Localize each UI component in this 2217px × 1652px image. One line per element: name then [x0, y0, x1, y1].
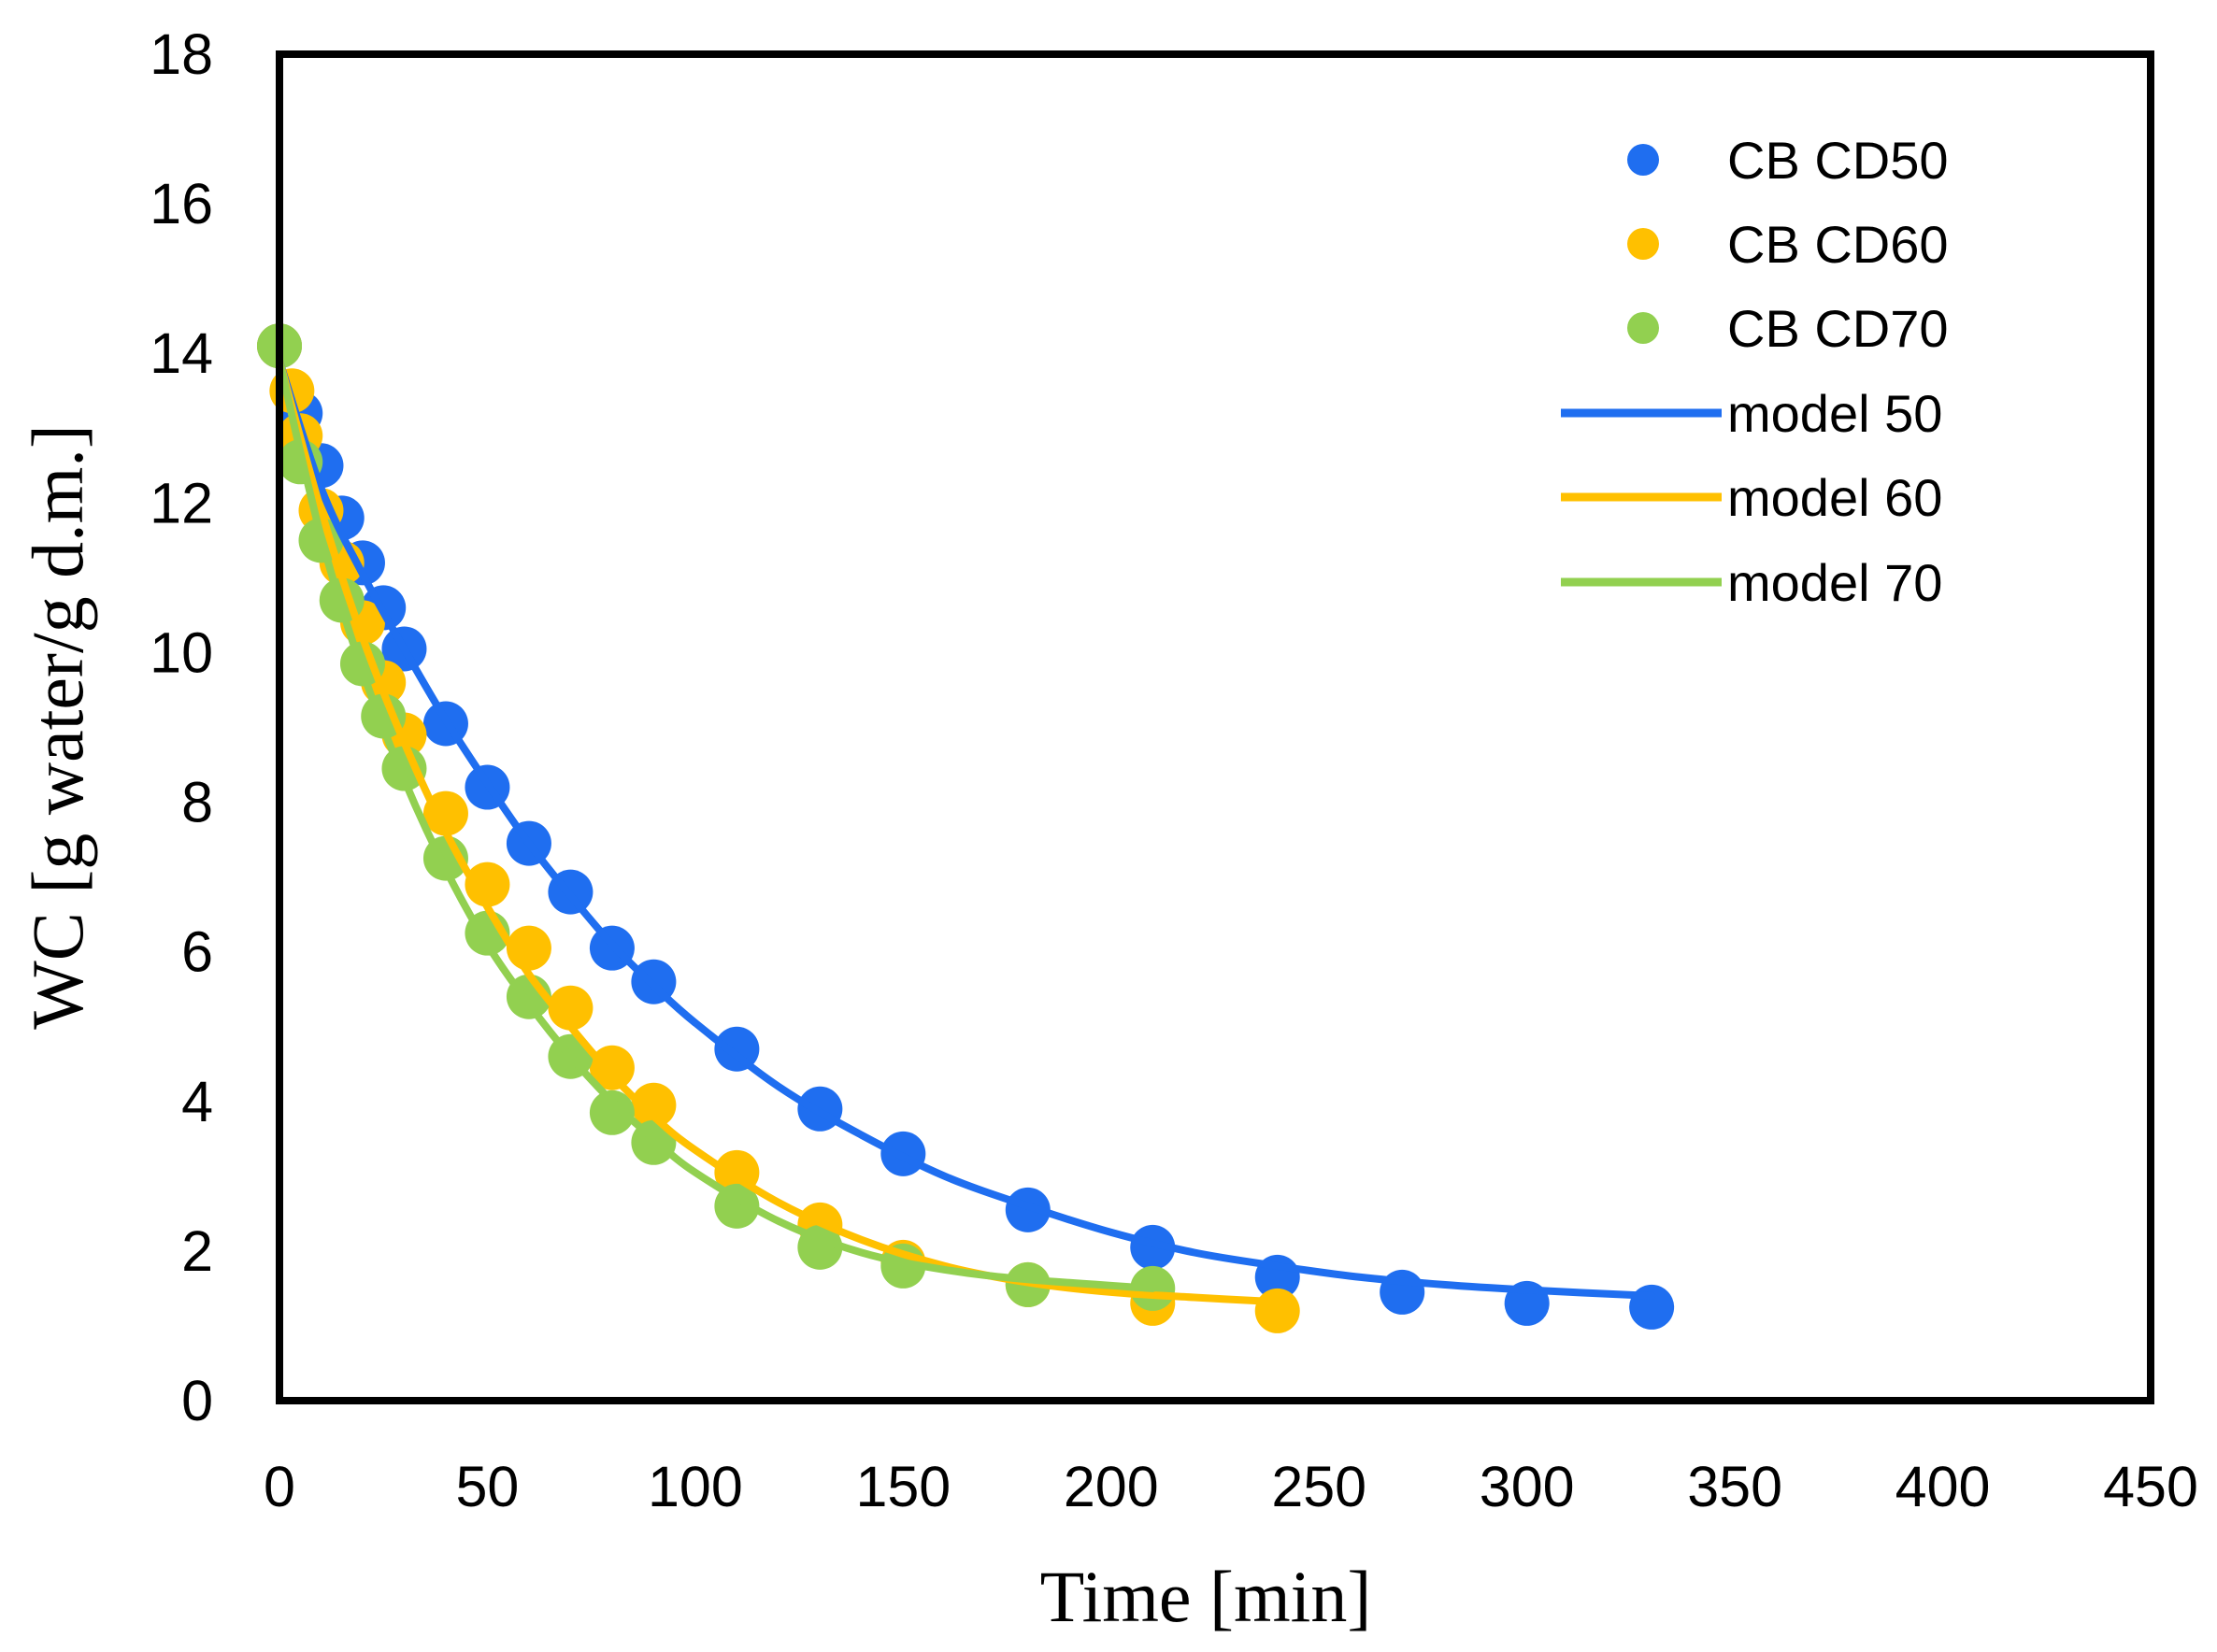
y-axis-title: WC [g water/g d.m.] [17, 424, 98, 1030]
y-tick-label: 16 [150, 172, 213, 235]
data-point [1254, 1288, 1300, 1333]
y-tick-label: 18 [150, 22, 213, 86]
x-tick-label: 300 [1480, 1455, 1575, 1518]
x-tick-label: 50 [456, 1455, 520, 1518]
legend-item-cb-cd70: CB CD70 [1627, 299, 1949, 358]
data-point [589, 1045, 635, 1090]
x-tick-label: 200 [1064, 1455, 1159, 1518]
data-point [631, 1082, 677, 1128]
legend-item-model-70: model 70 [1561, 553, 1942, 612]
x-tick-label: 250 [1271, 1455, 1366, 1518]
legend-label: model 70 [1727, 553, 1942, 612]
x-axis-title: Time [min] [1040, 1556, 1372, 1637]
series-line-model-50 [276, 357, 1656, 1300]
y-tick-labels: 0 2 4 6 8 10 12 14 16 18 [150, 22, 213, 1432]
legend-label: CB CD60 [1727, 215, 1949, 274]
y-tick-label: 2 [181, 1219, 213, 1283]
legend: CB CD50 CB CD60 CB CD70 model 50 model 60 mod… [1561, 131, 1949, 612]
legend-item-cb-cd50: CB CD50 [1627, 131, 1949, 190]
x-tick-label: 400 [1895, 1455, 1991, 1518]
legend-item-model-50: model 50 [1561, 384, 1942, 443]
y-tick-label: 8 [181, 771, 213, 834]
data-point [589, 1089, 635, 1135]
x-tick-label: 150 [855, 1455, 951, 1518]
y-tick-label: 12 [150, 471, 213, 534]
legend-item-model-60: model 60 [1561, 468, 1942, 527]
legend-label: model 50 [1727, 384, 1942, 443]
legend-marker [1627, 228, 1659, 260]
legend-marker [1627, 144, 1659, 176]
series-layer [257, 323, 1675, 1333]
legend-item-cb-cd60: CB CD60 [1627, 215, 1949, 274]
x-tick-label: 350 [1687, 1455, 1782, 1518]
x-tick-label: 100 [648, 1455, 743, 1518]
y-tick-label: 14 [150, 321, 213, 385]
y-tick-label: 10 [150, 620, 213, 684]
data-point [548, 985, 594, 1031]
legend-label: model 60 [1727, 468, 1942, 527]
legend-marker [1627, 312, 1659, 344]
y-tick-label: 4 [181, 1070, 213, 1133]
x-tick-label: 450 [2103, 1455, 2198, 1518]
data-point [1130, 1224, 1176, 1270]
x-tick-label: 0 [264, 1455, 295, 1518]
legend-label: CB CD50 [1727, 131, 1949, 190]
series-line-model-70 [276, 357, 1157, 1292]
plot-frame [276, 50, 2154, 1404]
y-tick-label: 0 [181, 1369, 213, 1432]
data-point [465, 862, 510, 907]
x-tick-labels: 0 50 100 150 200 250 300 350 400 450 [264, 1455, 2198, 1518]
legend-label: CB CD70 [1727, 299, 1949, 358]
y-tick-label: 6 [181, 920, 213, 984]
